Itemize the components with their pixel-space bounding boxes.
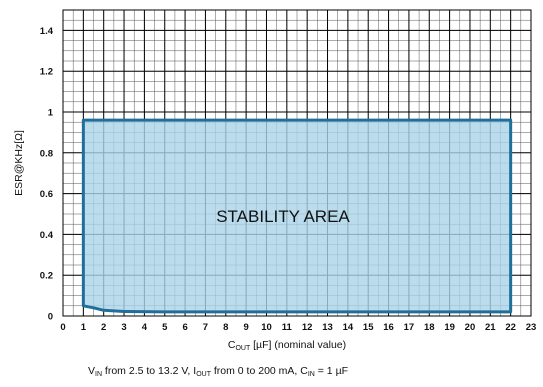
plot-frame [62, 9, 532, 317]
x-axis-label-base: C [228, 339, 236, 351]
x-tick-label: 10 [261, 322, 272, 333]
x-axis-label-unit: [µF] (nominal value) [250, 339, 346, 351]
x-tick-label: 7 [203, 322, 208, 333]
x-tick-label: 20 [465, 322, 476, 333]
caption-text: V [88, 365, 95, 377]
x-tick-label: 6 [182, 322, 187, 333]
x-tick-label: 11 [282, 322, 293, 333]
caption-text: = 1 µF [315, 365, 348, 377]
x-tick-label: 8 [223, 322, 228, 333]
caption-subscript: IN [308, 371, 315, 378]
stability-area-label: STABILITY AREA [216, 207, 350, 226]
x-tick-label: 4 [142, 322, 148, 333]
x-tick-label: 12 [302, 322, 313, 333]
x-tick-label: 1 [81, 322, 87, 333]
x-tick-label: 16 [383, 322, 394, 333]
x-tick-label: 0 [60, 322, 65, 333]
caption-subscript: OUT [196, 371, 212, 378]
x-tick-label: 2 [101, 322, 106, 333]
y-tick-labels: 0 0.2 0.4 0.6 0.8 1 1.2 1.4 [40, 26, 54, 323]
stability-region [81, 118, 513, 314]
x-tick-label: 23 [526, 322, 537, 333]
y-tick-label: 0.6 [40, 189, 53, 200]
y-tick-label: 0.8 [40, 148, 53, 159]
x-tick-label: 18 [424, 322, 435, 333]
x-tick-label: 21 [485, 322, 496, 333]
x-tick-label: 3 [121, 322, 126, 333]
stability-area-fill [83, 120, 511, 312]
conditions-caption: VIN from 2.5 to 13.2 V, IOUT from 0 to 2… [88, 365, 348, 378]
y-tick-label: 0.2 [40, 271, 53, 282]
y-tick-label: 1 [48, 108, 54, 119]
y-tick-label: 0.4 [40, 230, 54, 241]
x-tick-label: 5 [162, 322, 168, 333]
x-tick-label: 14 [343, 322, 354, 333]
x-tick-label: 22 [505, 322, 516, 333]
caption-text: from 0 to 200 mA, C [211, 365, 308, 377]
y-tick-label: 1.4 [40, 26, 54, 37]
caption-text: from 2.5 to 13.2 V, I [102, 365, 196, 377]
x-tick-labels: 0 1 2 3 4 5 6 7 8 9 10 11 12 13 14 15 16 17 18 19 20 21 22 23 [60, 322, 536, 333]
x-axis-label-subscript: OUT [235, 345, 251, 352]
x-tick-label: 15 [363, 322, 374, 333]
caption-subscript: IN [95, 371, 102, 378]
x-tick-label: 19 [444, 322, 455, 333]
x-tick-label: 9 [243, 322, 248, 333]
x-tick-label: 17 [404, 322, 415, 333]
y-tick-label: 0 [48, 312, 53, 323]
x-axis-label: COUT [µF] (nominal value) [228, 339, 346, 352]
stability-area-boundary [81, 118, 513, 314]
y-tick-label: 1.2 [40, 67, 53, 78]
x-tick-label: 13 [322, 322, 333, 333]
y-axis-label: ESR@KHz[Ω] [13, 130, 25, 196]
